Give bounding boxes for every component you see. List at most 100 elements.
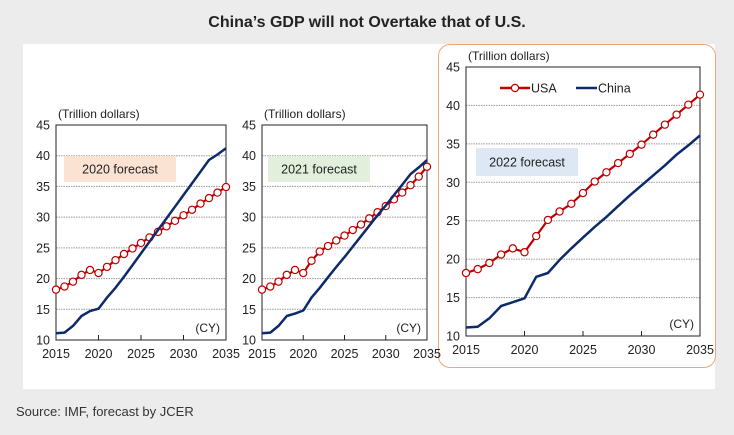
usa-data-point [119, 249, 129, 259]
y-tick-label: 15 [446, 291, 460, 305]
usa-data-point [660, 120, 670, 129]
y-tick-label: 40 [242, 149, 256, 163]
usa-data-point [637, 140, 646, 149]
usa-data-point [196, 199, 205, 208]
y-tick-label: 45 [242, 119, 256, 133]
usa-data-point [508, 244, 517, 253]
forecast-label-box [268, 156, 370, 182]
forecast-label: 2022 forecast [489, 156, 565, 170]
x-axis-unit-label: (CY) [669, 317, 694, 331]
x-tick-label: 2030 [372, 347, 400, 361]
usa-data-point [290, 265, 300, 275]
y-tick-label: 45 [446, 61, 460, 75]
x-tick-label: 2015 [42, 347, 70, 361]
usa-data-point [695, 90, 705, 99]
y-tick-label: 20 [242, 272, 256, 286]
y-tick-label: 20 [36, 272, 50, 286]
forecast-label: 2021 forecast [281, 163, 357, 177]
usa-data-point [602, 168, 611, 177]
y-tick-label: 25 [446, 214, 460, 228]
y-tick-label: 40 [446, 99, 460, 113]
usa-data-point [543, 215, 553, 225]
y-tick-label: 35 [242, 180, 256, 194]
usa-data-point [414, 172, 423, 181]
y-tick-label: 25 [36, 241, 50, 255]
legend-china-label: China [598, 82, 631, 96]
usa-data-point [473, 264, 482, 274]
usa-data-point [128, 244, 137, 253]
x-tick-label: 2025 [331, 347, 359, 361]
y-tick-label: 25 [242, 241, 256, 255]
usa-data-point [187, 205, 197, 214]
usa-data-point [332, 236, 341, 245]
x-axis-unit-label: (CY) [195, 321, 220, 335]
usa-data-point [398, 188, 407, 197]
y-tick-label: 10 [36, 334, 50, 348]
usa-data-point [578, 188, 588, 198]
highlight-frame-2022 [438, 44, 716, 368]
usa-data-point [162, 222, 171, 231]
usa-data-point [485, 258, 494, 268]
usa-data-point [356, 220, 366, 229]
x-tick-label: 2020 [85, 347, 113, 361]
usa-data-point [94, 268, 103, 278]
usa-data-point [590, 177, 599, 186]
usa-data-point [422, 162, 432, 171]
forecast-label-box [64, 156, 176, 182]
x-tick-label: 2035 [212, 347, 240, 361]
usa-data-point [213, 188, 222, 197]
usa-data-point [348, 225, 357, 235]
x-tick-label: 2015 [452, 343, 480, 357]
y-axis-unit-label: (Trillion dollars) [468, 49, 550, 63]
y-tick-label: 30 [446, 176, 460, 190]
usa-data-point [555, 207, 564, 216]
usa-data-point [672, 110, 681, 119]
y-tick-label: 45 [36, 119, 50, 133]
usa-data-point [520, 248, 529, 257]
y-tick-label: 30 [242, 211, 256, 225]
y-tick-label: 10 [242, 334, 256, 348]
usa-data-point [496, 250, 506, 259]
usa-data-point [323, 241, 333, 251]
china-line [55, 147, 227, 335]
x-tick-label: 2025 [569, 343, 597, 357]
usa-data-point [365, 214, 374, 223]
legend-usa-marker [510, 83, 520, 93]
usa-data-point [567, 199, 576, 209]
y-axis-unit-label: (Trillion dollars) [264, 107, 346, 121]
usa-data-point [204, 193, 214, 203]
source-note: Source: IMF, forecast by JCER [16, 404, 194, 419]
usa-data-point [274, 277, 283, 286]
usa-data-point [179, 211, 188, 220]
y-tick-label: 40 [36, 149, 50, 163]
usa-data-point [406, 180, 415, 190]
y-tick-label: 20 [446, 253, 460, 267]
x-tick-label: 2035 [686, 343, 714, 357]
usa-data-point [60, 282, 69, 291]
legend-usa-label: USA [531, 82, 557, 96]
page-title: China’s GDP will not Overtake that of U.… [208, 14, 526, 31]
x-tick-label: 2030 [628, 343, 656, 357]
usa-data-point [51, 285, 61, 294]
usa-data-point [257, 285, 267, 294]
x-axis-unit-label: (CY) [396, 321, 421, 335]
x-tick-label: 2035 [413, 347, 441, 361]
usa-data-point [282, 270, 291, 280]
y-tick-label: 30 [36, 211, 50, 225]
usa-data-point [266, 282, 275, 291]
usa-data-point [532, 231, 541, 241]
usa-data-point [315, 247, 324, 256]
y-tick-label: 15 [242, 303, 256, 317]
usa-data-point [625, 149, 635, 159]
usa-data-point [85, 265, 95, 275]
x-tick-label: 2015 [248, 347, 276, 361]
forecast-label: 2020 forecast [82, 163, 158, 177]
y-axis-unit-label: (Trillion dollars) [58, 107, 140, 121]
y-tick-label: 15 [36, 303, 50, 317]
plot-frame [465, 66, 701, 337]
x-tick-label: 2025 [127, 347, 155, 361]
y-tick-label: 35 [36, 180, 50, 194]
